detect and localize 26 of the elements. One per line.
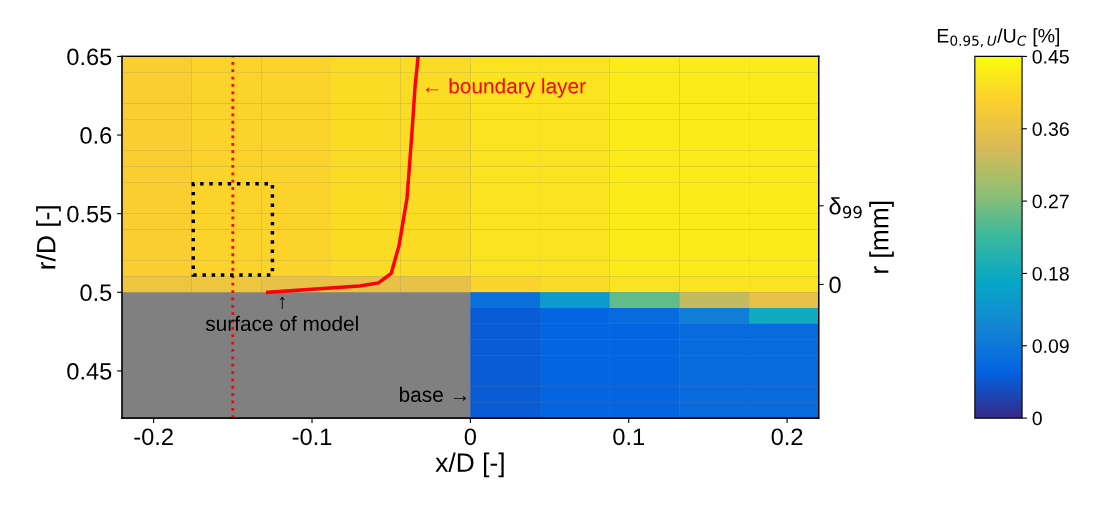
color-bar-label: 0.18 xyxy=(1032,266,1069,281)
x-tick-label: -0.2 xyxy=(134,428,173,446)
x-tick-label: 0.1 xyxy=(613,428,644,446)
color-bar-label: 0.36 xyxy=(1032,122,1069,136)
annotation: base → xyxy=(399,386,467,402)
category-label: δ$_{99}$ xyxy=(829,197,862,219)
line-series xyxy=(265,56,420,295)
y-tick-label: 0.5 xyxy=(80,284,112,302)
y-tick-label: 0.55 xyxy=(67,205,112,223)
annotation: ← boundary layer xyxy=(425,78,586,98)
x-tick-label: -0.1 xyxy=(292,428,332,446)
color-bar-title: E$_{0.95,U}$/U$_{C}$ [%] xyxy=(937,28,1060,48)
color-bar-label: 0.09 xyxy=(1032,339,1069,353)
y-tick-label: 0.65 xyxy=(67,48,112,66)
annotation: ↑ surface of model xyxy=(205,296,358,332)
y-tick-label: 0.45 xyxy=(67,362,112,380)
x-axis-title: x/D [-] xyxy=(435,452,504,478)
color-bar-label: 0 xyxy=(1032,411,1042,426)
color-bar-label: 0.27 xyxy=(1032,194,1069,209)
y-tick-label: 0.6 xyxy=(80,127,112,144)
y2-axis-title: r [mm] xyxy=(869,201,894,273)
y-axis-title: r/D [-] xyxy=(36,206,61,269)
x-tick-label: 0.2 xyxy=(771,428,803,446)
category-label: 0 xyxy=(829,276,841,294)
x-tick-label: 0 xyxy=(464,428,477,446)
color-bar-label: 0.45 xyxy=(1032,49,1069,64)
